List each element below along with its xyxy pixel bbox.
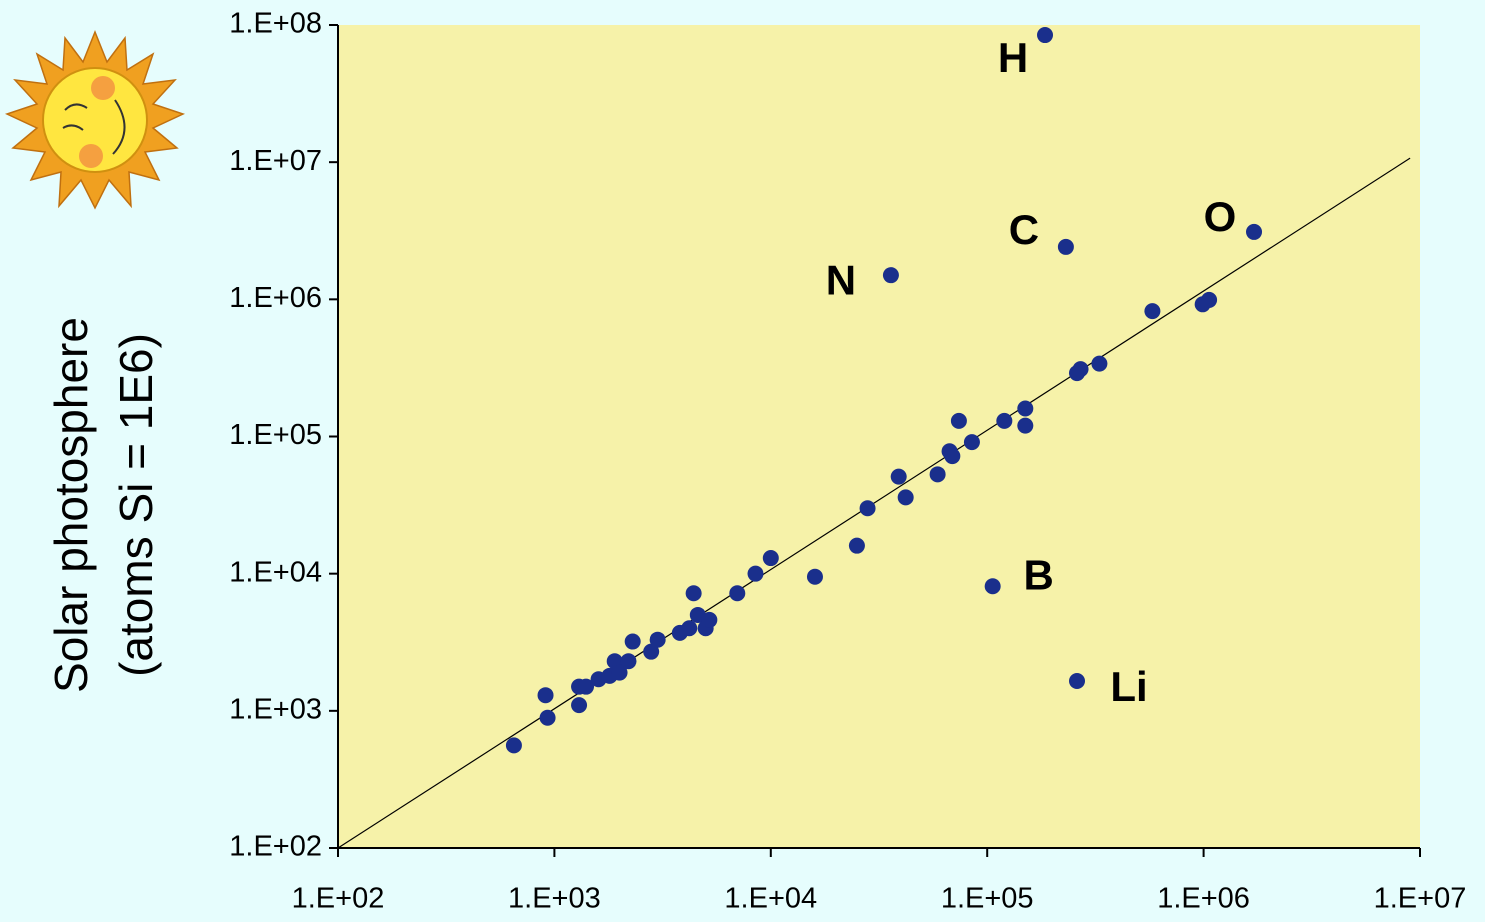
data-point	[685, 585, 702, 602]
point-label: N	[826, 256, 856, 303]
y-tick-label: 1.E+08	[229, 8, 322, 40]
plot-area	[338, 25, 1420, 848]
data-point	[882, 267, 899, 284]
y-axis-title: (atoms Si = 1E6)	[110, 333, 162, 677]
data-point	[1246, 223, 1263, 240]
data-point	[1091, 355, 1108, 372]
data-point	[984, 578, 1001, 595]
data-point	[539, 709, 556, 726]
data-point	[701, 611, 718, 628]
y-tick-label: 1.E+04	[229, 556, 322, 588]
data-point	[649, 631, 666, 648]
data-point	[624, 633, 641, 650]
sun-icon	[4, 29, 186, 210]
data-point	[620, 653, 637, 670]
y-axis-title: Solar photosphere	[45, 317, 97, 693]
data-point	[944, 448, 961, 465]
data-point	[1144, 303, 1161, 320]
data-point	[1037, 27, 1054, 44]
data-point	[578, 678, 595, 695]
x-tick-label: 1.E+04	[724, 883, 817, 915]
data-point	[505, 737, 522, 754]
data-point	[537, 687, 554, 704]
point-label: B	[1024, 551, 1054, 598]
y-tick-label: 1.E+07	[229, 145, 322, 177]
data-point	[929, 466, 946, 483]
x-tick-label: 1.E+02	[292, 883, 385, 915]
data-point	[611, 664, 628, 681]
x-tick-label: 1.E+05	[941, 883, 1034, 915]
data-point	[848, 537, 865, 554]
point-label: C	[1009, 206, 1039, 253]
data-point	[1201, 291, 1218, 308]
data-point	[806, 568, 823, 585]
data-point	[1069, 673, 1086, 690]
point-label: H	[998, 34, 1028, 81]
y-tick-label: 1.E+06	[229, 282, 322, 314]
data-point	[571, 697, 588, 714]
reference-line	[337, 157, 1411, 849]
data-point	[996, 412, 1013, 429]
point-label: Li	[1110, 663, 1147, 710]
data-point	[897, 489, 914, 506]
data-point	[747, 565, 764, 582]
data-point	[1017, 417, 1034, 434]
data-point	[1017, 400, 1034, 417]
data-point	[859, 500, 876, 517]
data-point	[729, 585, 746, 602]
data-point	[762, 550, 779, 567]
data-point	[643, 643, 660, 660]
x-tick-label: 1.E+07	[1374, 883, 1467, 915]
y-tick-label: 1.E+03	[229, 693, 322, 725]
data-point	[890, 468, 907, 485]
y-tick-label: 1.E+05	[229, 419, 322, 451]
y-tick-label: 1.E+02	[229, 831, 322, 863]
point-label: O	[1204, 193, 1237, 240]
x-tick-label: 1.E+06	[1157, 883, 1250, 915]
data-point	[681, 620, 698, 637]
data-point	[963, 434, 980, 451]
data-point	[950, 412, 967, 429]
x-tick-label: 1.E+03	[508, 883, 601, 915]
data-point	[1072, 361, 1089, 378]
data-point	[1057, 238, 1074, 255]
